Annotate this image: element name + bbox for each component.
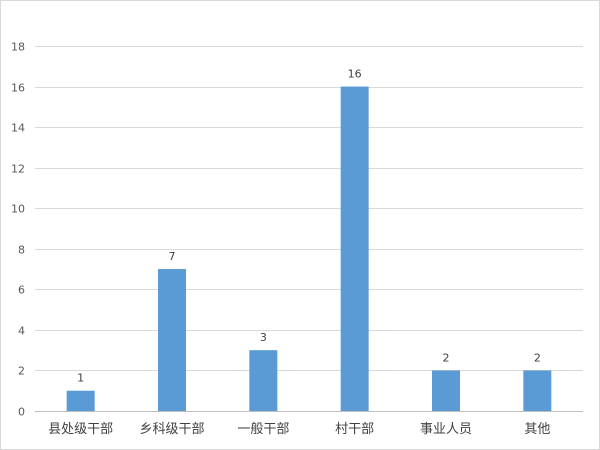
bar bbox=[523, 370, 552, 411]
y-tick-label: 14 bbox=[11, 122, 25, 135]
y-tick-label: 10 bbox=[11, 203, 25, 216]
bar bbox=[340, 86, 369, 412]
y-tick-label: 0 bbox=[18, 406, 25, 419]
x-category-label: 村干部 bbox=[335, 422, 374, 437]
data-label: 1 bbox=[77, 372, 84, 385]
y-tick-label: 16 bbox=[11, 82, 25, 95]
data-label: 3 bbox=[260, 331, 267, 344]
x-category-label: 其他 bbox=[524, 422, 550, 437]
x-category-label: 事业人员 bbox=[420, 422, 472, 437]
y-tick-label: 6 bbox=[18, 284, 25, 297]
y-tick-label: 12 bbox=[11, 163, 25, 176]
y-tick-label: 18 bbox=[11, 41, 25, 54]
y-tick-label: 2 bbox=[18, 365, 25, 378]
bar bbox=[158, 269, 186, 411]
data-label: 16 bbox=[348, 68, 362, 81]
y-tick-label: 8 bbox=[18, 244, 25, 257]
x-category-label: 县处级干部 bbox=[48, 422, 113, 437]
bar bbox=[249, 350, 278, 411]
bar bbox=[432, 370, 460, 411]
data-label: 2 bbox=[443, 351, 450, 364]
data-label: 2 bbox=[534, 351, 541, 364]
data-label: 7 bbox=[169, 250, 176, 263]
x-category-label: 一般干部 bbox=[237, 421, 289, 437]
x-category-label: 乡科级干部 bbox=[139, 422, 204, 437]
bar bbox=[66, 390, 95, 411]
y-tick-label: 4 bbox=[18, 325, 25, 338]
